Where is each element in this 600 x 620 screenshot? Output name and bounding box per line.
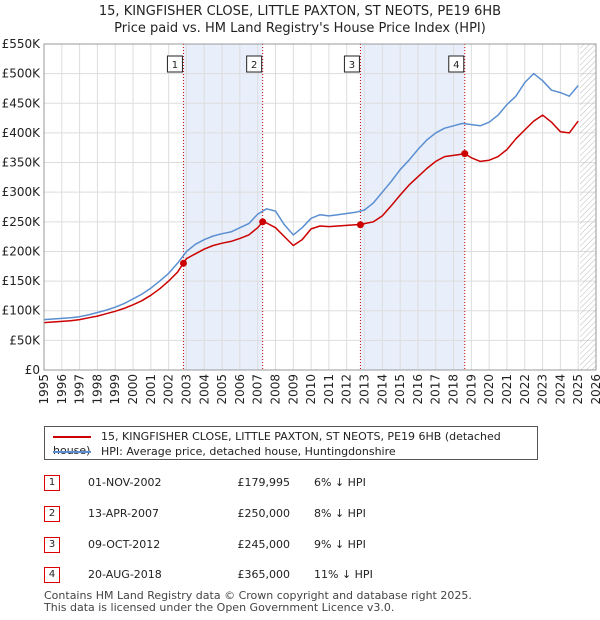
- sale-price: £250,000: [237, 507, 291, 520]
- sale-point: [356, 221, 364, 229]
- x-tick-label: 2010: [304, 374, 318, 405]
- sale-hpi-diff: 9% ↓ HPI: [314, 538, 366, 551]
- y-tick-label: £150K: [2, 274, 42, 288]
- legend: 15, KINGFISHER CLOSE, LITTLE PAXTON, ST …: [44, 426, 538, 460]
- sale-label-number: 4: [453, 60, 459, 71]
- hpi-line: [43, 72, 579, 321]
- footer-line-1: Contains HM Land Registry data © Crown c…: [44, 589, 472, 602]
- chart-title: 15, KINGFISHER CLOSE, LITTLE PAXTON, ST …: [0, 3, 600, 37]
- forecast-region: [579, 44, 596, 370]
- x-tick-label: 2004: [197, 374, 211, 405]
- x-tick-label: 2014: [375, 374, 389, 405]
- sale-label-number: 1: [172, 60, 178, 71]
- y-tick-label: £250K: [2, 215, 42, 229]
- x-tick-label: 2008: [268, 374, 282, 405]
- sale-label-box: [166, 55, 183, 73]
- legend-swatch-property: [53, 436, 91, 438]
- sale-label-number: 2: [251, 60, 257, 71]
- x-tick-label: 2003: [179, 374, 193, 405]
- title-line-1: 15, KINGFISHER CLOSE, LITTLE PAXTON, ST …: [98, 4, 502, 19]
- property-price-line: [43, 114, 579, 324]
- x-tick-label: 2009: [286, 374, 300, 405]
- sale-label-number: 3: [349, 60, 355, 71]
- sale-date: 09-OCT-2012: [88, 538, 161, 551]
- x-tick-label: 2020: [482, 374, 496, 405]
- sale-number-badge: 3: [44, 537, 60, 553]
- legend-label-property: 15, KINGFISHER CLOSE, LITTLE PAXTON, ST …: [53, 430, 501, 457]
- x-tick-label: 2018: [447, 374, 461, 405]
- sale-label-box: [246, 55, 263, 73]
- x-tick-label: 2017: [429, 374, 443, 405]
- x-tick-label: 2000: [126, 374, 140, 405]
- x-tick-label: 2024: [553, 374, 567, 405]
- y-tick-label: £500K: [2, 67, 42, 81]
- footer-line-2: This data is licensed under the Open Gov…: [44, 601, 395, 614]
- plot-border: [43, 43, 597, 371]
- sale-price: £179,995: [237, 476, 291, 489]
- y-tick-label: £0: [25, 363, 40, 377]
- y-tick-label: £200K: [2, 244, 42, 258]
- x-tick-label: 2026: [589, 374, 600, 405]
- sale-label-box: [343, 55, 360, 73]
- x-tick-label: 2015: [393, 374, 407, 405]
- x-tick-label: 2002: [162, 374, 176, 405]
- sale-point: [259, 218, 267, 226]
- sale-date: 13-APR-2007: [88, 507, 160, 520]
- x-tick-label: 2021: [500, 374, 514, 405]
- x-tick-label: 1996: [55, 374, 69, 405]
- sale-point: [179, 259, 187, 267]
- footer: Contains HM Land Registry data © Crown c…: [44, 590, 472, 614]
- x-tick-label: 2013: [358, 374, 372, 405]
- x-tick-label: 2022: [518, 374, 532, 405]
- price-chart: 1 2 3 4 £0 £50K £100K £150K £200K £250K £300K £350…: [2, 37, 600, 405]
- sale-hpi-diff: 6% ↓ HPI: [314, 476, 366, 489]
- sale-hpi-diff: 11% ↓ HPI: [314, 568, 373, 581]
- y-tick-label: £400K: [2, 126, 42, 140]
- y-tick-label: £450K: [2, 96, 42, 110]
- shaded-band: [360, 44, 465, 370]
- sale-point: [461, 150, 469, 158]
- y-tick-label: £350K: [2, 156, 42, 170]
- shaded-band: [183, 44, 263, 370]
- x-tick-label: 2012: [340, 374, 354, 405]
- sale-price: £365,000: [237, 568, 291, 581]
- legend-item-hpi: HPI: Average price, detached house, Hunt…: [53, 445, 396, 459]
- x-tick-label: 2001: [144, 374, 158, 405]
- x-tick-label: 2011: [322, 374, 336, 405]
- sale-price: £245,000: [237, 538, 291, 551]
- x-tick-label: 2025: [571, 374, 585, 405]
- x-tick-label: 1999: [108, 374, 122, 405]
- title-line-2: Price paid vs. HM Land Registry's House …: [114, 21, 486, 36]
- y-tick-label: £100K: [2, 304, 42, 318]
- x-tick-label: 1998: [90, 374, 104, 405]
- x-tick-label: 2005: [215, 374, 229, 405]
- x-tick-label: 2007: [251, 374, 265, 405]
- x-tick-label: 2016: [411, 374, 425, 405]
- x-tick-label: 1995: [37, 374, 51, 405]
- sale-number-badge: 2: [44, 506, 60, 522]
- sale-hpi-diff: 8% ↓ HPI: [314, 507, 366, 520]
- sale-date: 01-NOV-2002: [88, 476, 162, 489]
- x-tick-label: 2023: [536, 374, 550, 405]
- x-tick-label: 1997: [73, 374, 87, 405]
- y-tick-label: £50K: [9, 333, 41, 347]
- x-tick-label: 2006: [233, 374, 247, 405]
- y-tick-label: £550K: [2, 37, 42, 51]
- sale-number-badge: 4: [44, 567, 60, 583]
- legend-swatch-hpi: [53, 451, 91, 453]
- legend-item-property: 15, KINGFISHER CLOSE, LITTLE PAXTON, ST …: [53, 430, 537, 457]
- x-tick-label: 2019: [464, 374, 478, 405]
- legend-label-hpi: HPI: Average price, detached house, Hunt…: [101, 445, 396, 458]
- sale-number-badge: 1: [44, 475, 60, 491]
- sale-label-box: [448, 55, 465, 73]
- sale-date: 20-AUG-2018: [88, 568, 162, 581]
- y-tick-label: £300K: [2, 185, 42, 199]
